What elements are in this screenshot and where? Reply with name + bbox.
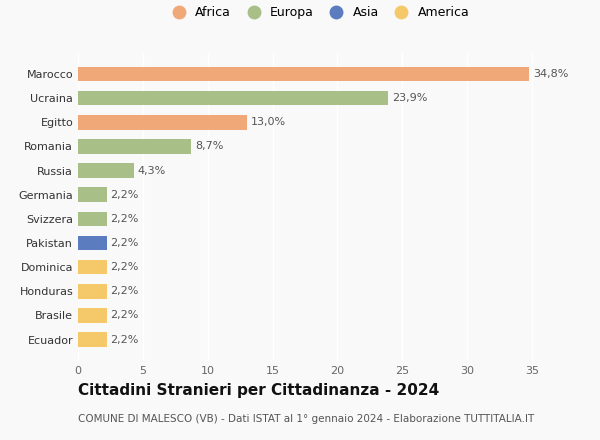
Bar: [78, 67, 529, 81]
Text: 4,3%: 4,3%: [137, 165, 166, 176]
Text: COMUNE DI MALESCO (VB) - Dati ISTAT al 1° gennaio 2024 - Elaborazione TUTTITALIA: COMUNE DI MALESCO (VB) - Dati ISTAT al 1…: [78, 414, 534, 424]
Bar: [78, 212, 107, 226]
Bar: [78, 332, 107, 347]
Text: 2,2%: 2,2%: [110, 262, 139, 272]
Bar: [78, 163, 134, 178]
Text: 2,2%: 2,2%: [110, 238, 139, 248]
Text: 23,9%: 23,9%: [392, 93, 427, 103]
Bar: [78, 260, 107, 275]
Text: 2,2%: 2,2%: [110, 286, 139, 296]
Bar: [78, 91, 388, 106]
Bar: [78, 284, 107, 298]
Bar: [78, 187, 107, 202]
Bar: [78, 115, 247, 129]
Text: 2,2%: 2,2%: [110, 190, 139, 200]
Text: 2,2%: 2,2%: [110, 214, 139, 224]
Text: 8,7%: 8,7%: [195, 141, 223, 151]
Bar: [78, 139, 191, 154]
Text: 2,2%: 2,2%: [110, 334, 139, 345]
Bar: [78, 308, 107, 323]
Text: 34,8%: 34,8%: [533, 69, 569, 79]
Legend: Africa, Europa, Asia, America: Africa, Europa, Asia, America: [164, 4, 472, 22]
Text: 13,0%: 13,0%: [251, 117, 286, 127]
Text: Cittadini Stranieri per Cittadinanza - 2024: Cittadini Stranieri per Cittadinanza - 2…: [78, 383, 439, 398]
Text: 2,2%: 2,2%: [110, 311, 139, 320]
Bar: [78, 236, 107, 250]
